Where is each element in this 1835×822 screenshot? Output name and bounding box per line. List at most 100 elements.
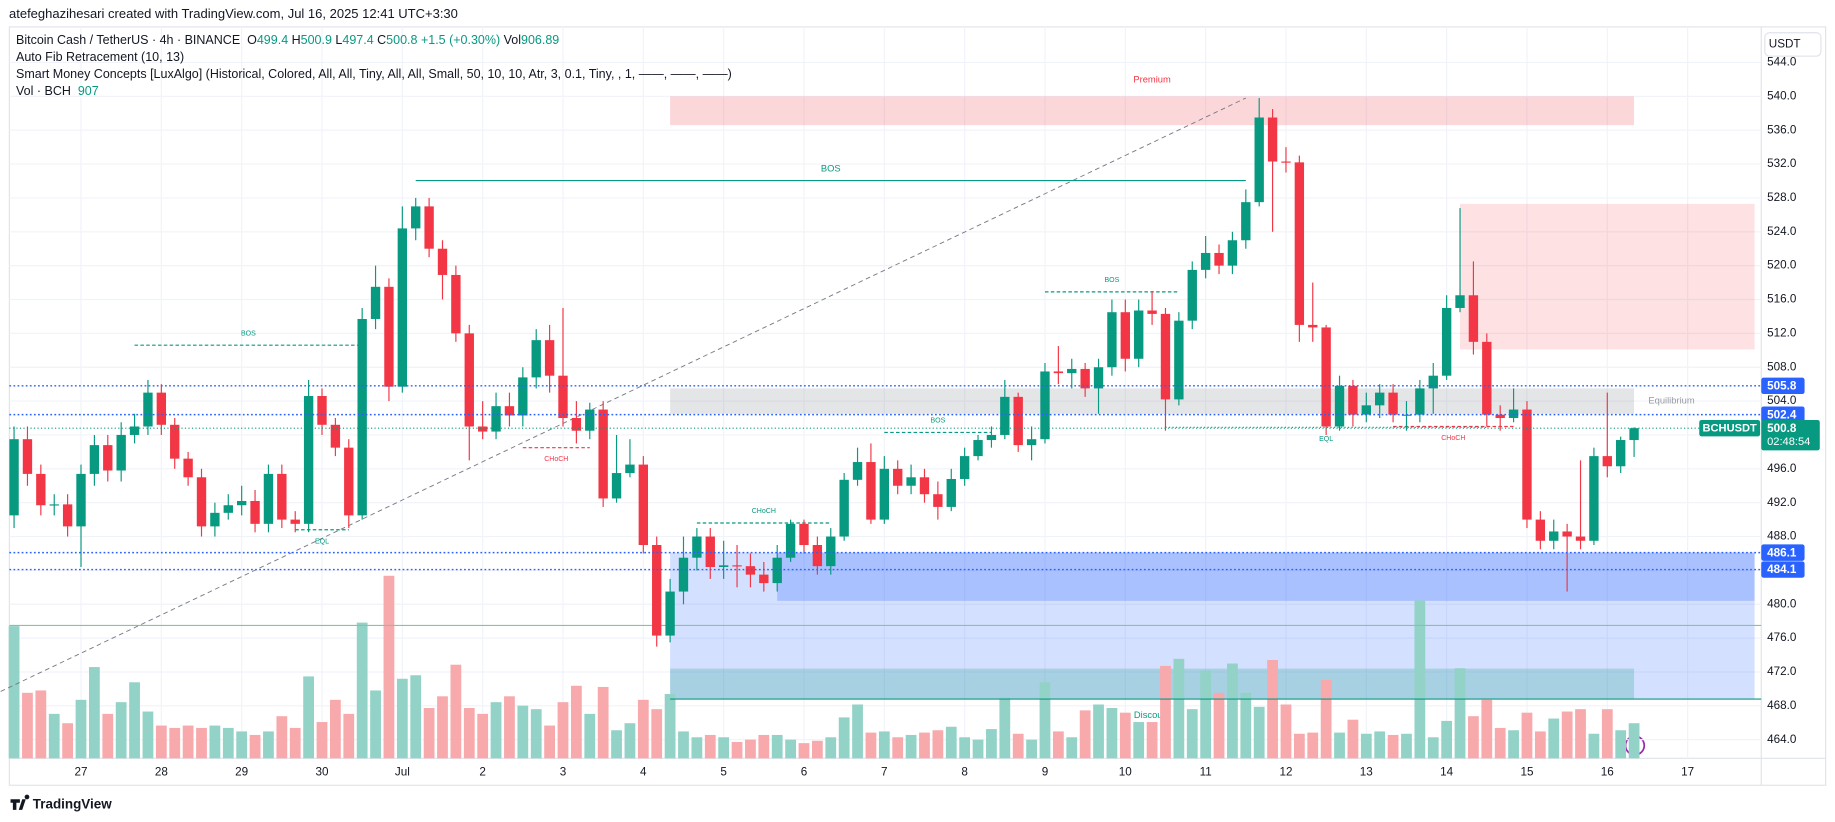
candle-body <box>611 473 622 499</box>
candle-body <box>411 206 421 229</box>
volume-bar <box>209 725 221 759</box>
candle-body <box>1267 117 1278 162</box>
volume-bar <box>75 699 87 759</box>
volume-bar <box>986 729 997 759</box>
candle-body <box>1214 252 1224 266</box>
x-tick-label: 28 <box>155 765 168 778</box>
volume-bar <box>1414 600 1426 759</box>
x-tick-label: 16 <box>1601 765 1614 778</box>
candle-body <box>1281 161 1291 163</box>
candle-body <box>1040 371 1050 440</box>
y-tick-label: 544.0 <box>1767 56 1797 69</box>
x-tick-label: Jul <box>395 765 410 778</box>
volume-bar <box>1561 711 1573 759</box>
indicator[interactable]: Auto Fib Retracement (10, 13) <box>16 50 185 64</box>
candle-body <box>1200 252 1211 270</box>
volume-bar <box>370 690 381 759</box>
volume-bar <box>1066 737 1078 759</box>
symbol-legend: Bitcoin Cash / TetherUS · 4h · BINANCE O… <box>16 33 559 47</box>
volume-bar <box>263 731 274 759</box>
price-tag <box>1761 544 1805 561</box>
ohlc-value: 499.4 <box>256 33 289 47</box>
candle-body <box>638 464 649 546</box>
candle-body <box>1227 240 1238 266</box>
y-tick-label: 516.0 <box>1767 293 1797 306</box>
candle-body <box>36 473 46 506</box>
volume-bar <box>316 722 328 759</box>
y-tick-label: 532.0 <box>1767 157 1797 170</box>
volume-bar <box>1548 718 1560 759</box>
candle-body <box>866 462 876 520</box>
volume-bar <box>1387 734 1399 759</box>
volume-bar <box>102 713 114 759</box>
structure-label: BOS <box>821 163 841 173</box>
indicator[interactable]: Smart Money Concepts [LuxAlgo] (Historic… <box>16 67 732 81</box>
candle-body <box>491 406 501 432</box>
zone-label: Equilibrium <box>1648 396 1694 406</box>
candle-body <box>22 439 33 474</box>
x-tick-label: 27 <box>74 765 87 778</box>
candle-body <box>571 418 582 431</box>
y-tick-label: 508.0 <box>1767 360 1797 373</box>
price-tag-label: 486.1 <box>1767 546 1797 559</box>
candle-body <box>1455 295 1465 308</box>
y-tick-label: 536.0 <box>1767 123 1797 136</box>
volume-bar <box>758 734 770 759</box>
volume-bar <box>905 734 917 759</box>
y-tick-label: 488.0 <box>1767 530 1797 543</box>
candle-body <box>263 473 274 524</box>
zone-label: Premium <box>1133 74 1171 84</box>
volume-bar <box>651 709 663 759</box>
volume-bar <box>1374 731 1386 759</box>
volume-bar <box>249 734 261 759</box>
brand-name: TradingView <box>33 797 112 812</box>
volume-bar <box>678 731 689 759</box>
candle-body <box>1388 392 1398 415</box>
volume-bar <box>624 723 636 759</box>
y-tick-label: 496.0 <box>1767 462 1797 475</box>
structure-label: CHoCH <box>752 508 776 515</box>
price-tag-label: 484.1 <box>1767 563 1797 576</box>
volume-bar <box>919 732 930 759</box>
y-tick-label: 468.0 <box>1767 699 1797 712</box>
y-tick-label: 480.0 <box>1767 597 1797 610</box>
candle-body <box>464 333 474 427</box>
volume-bar <box>48 713 60 759</box>
volume-bar <box>1307 732 1319 759</box>
price-tag <box>1761 406 1805 423</box>
candle-body <box>357 318 367 516</box>
candle-body <box>772 557 782 584</box>
candle-body <box>1348 385 1358 415</box>
volume-bar <box>771 734 783 759</box>
zone <box>670 96 1635 126</box>
candle-body <box>1241 202 1251 241</box>
volume-bar <box>664 693 676 759</box>
candle-body <box>143 392 153 427</box>
candle-body <box>210 512 220 527</box>
volume-bar <box>1401 733 1412 759</box>
volume-indicator[interactable]: Vol · BCH 907 <box>16 84 99 98</box>
volume-bar <box>330 699 341 759</box>
volume-bar <box>1267 660 1278 759</box>
structure-label: EQL <box>1319 436 1333 443</box>
brand-logo <box>10 794 30 810</box>
volume-bar <box>1146 722 1158 759</box>
volume-bar <box>1119 712 1131 759</box>
volume-bar <box>89 667 100 759</box>
candle-body <box>156 392 167 425</box>
volume-bar <box>1039 682 1051 759</box>
volume-bar <box>8 626 20 759</box>
ohlc-label: C <box>377 33 387 47</box>
volume-indicator-value: 907 <box>77 84 99 98</box>
volume-bar <box>437 696 448 759</box>
volume-bar <box>544 725 555 759</box>
candle-body <box>9 439 19 516</box>
candle-body <box>397 228 408 387</box>
currency-button[interactable] <box>1764 32 1822 57</box>
candle-body <box>879 468 889 520</box>
candle-body <box>277 473 287 520</box>
candle-body <box>183 458 193 478</box>
volume-bar <box>745 739 756 759</box>
symbol[interactable]: Bitcoin Cash / TetherUS · 4h · BINANCE <box>16 33 241 47</box>
volume-bar <box>129 682 140 759</box>
